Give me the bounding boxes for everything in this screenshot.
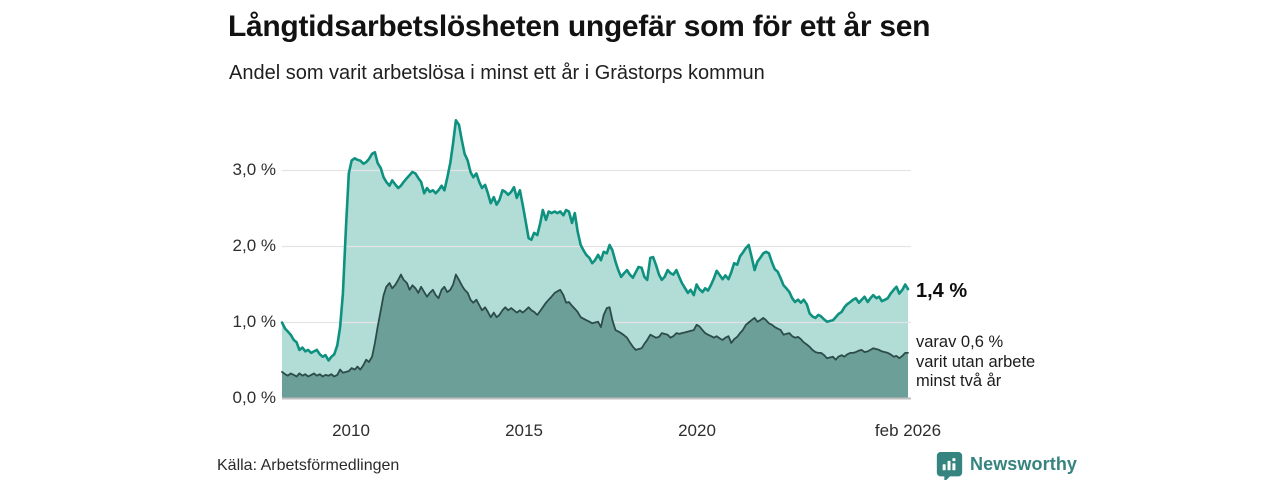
y-axis-tick-3: 3,0 % xyxy=(232,160,276,179)
newsworthy-wordmark: Newsworthy xyxy=(970,454,1078,474)
y-axis-tick-0: 0,0 % xyxy=(232,388,276,407)
latest-value-label: 1,4 % xyxy=(916,280,968,302)
x-axis-tick-feb-2026: feb 2026 xyxy=(874,421,942,440)
page-title: Långtidsarbetslösheten ungefär som för e… xyxy=(228,10,931,43)
y-axis-tick-2: 2,0 % xyxy=(232,236,276,255)
x-axis-tick-2015: 2015 xyxy=(505,421,543,440)
secondary-annotation-line-3: minst två år xyxy=(916,372,1002,390)
source-attribution: Källa: Arbetsförmedlingen xyxy=(217,457,400,474)
y-axis-tick-1: 1,0 % xyxy=(232,312,276,331)
secondary-annotation-line-1: varav 0,6 % xyxy=(916,333,1004,351)
bar-chart-speech-bubble-icon xyxy=(936,452,963,480)
secondary-annotation-line-2: varit utan arbete xyxy=(916,352,1036,371)
chart-subtitle: Andel som varit arbetslösa i minst ett å… xyxy=(229,62,765,84)
secondary-annotation: varav 0,6 % varit utan arbete minst två … xyxy=(916,333,1035,392)
x-axis-tick-2010: 2010 xyxy=(332,421,370,440)
x-axis-tick-2020: 2020 xyxy=(678,421,716,440)
